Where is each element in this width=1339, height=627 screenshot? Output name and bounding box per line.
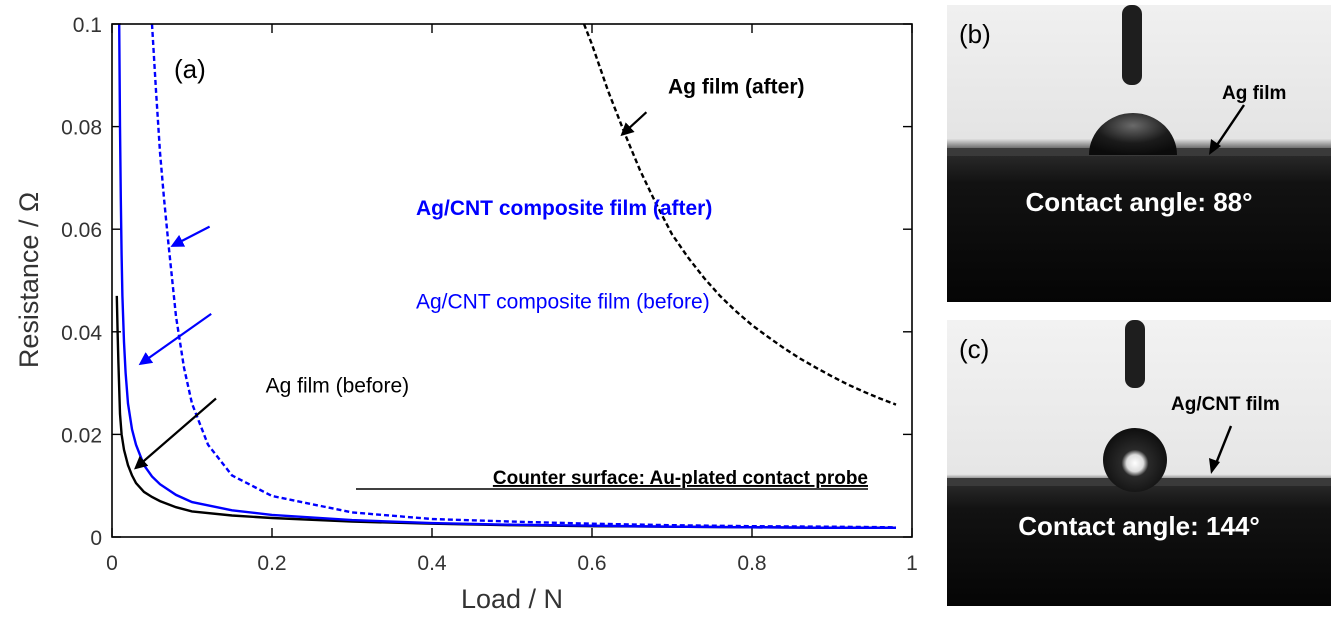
x-axis-label: Load / N <box>461 584 563 614</box>
series-callout-label-0: Ag film (after) <box>668 75 805 98</box>
photo-panel-c: (c) Ag/CNT film Contact angle: 144° <box>947 320 1331 606</box>
droplet-image-ag <box>947 5 1331 302</box>
y-tick-label: 0.08 <box>61 117 102 140</box>
x-tick-label: 1 <box>906 552 918 575</box>
panel-label-a: (a) <box>174 54 206 84</box>
y-tick-label: 0.06 <box>61 219 102 242</box>
y-axis-label: Resistance / Ω <box>14 192 44 368</box>
y-tick-label: 0.02 <box>61 424 102 447</box>
series-callout-label-1: Ag/CNT composite film (after) <box>416 197 712 220</box>
needle-b <box>1122 5 1142 85</box>
series-callout-label-3: Ag film (before) <box>266 374 410 397</box>
x-tick-label: 0 <box>106 552 118 575</box>
film-label-agcnt: Ag/CNT film <box>1171 394 1280 415</box>
y-tick-label: 0.1 <box>73 14 102 37</box>
series-line-0 <box>115 295 896 529</box>
droplet-b <box>1089 113 1177 155</box>
contact-angle-agcnt: Contact angle: 144° <box>1018 511 1260 541</box>
series-callout-arrow-3 <box>134 397 217 470</box>
series-line-1 <box>118 24 896 529</box>
panel-label-c: (c) <box>959 334 990 364</box>
droplet-c <box>1103 428 1167 492</box>
series-callout-label-2: Ag/CNT composite film (before) <box>416 291 710 314</box>
film-label-ag: Ag film <box>1222 83 1287 104</box>
needle-c <box>1125 320 1145 388</box>
series-callout-arrow-1 <box>170 225 211 247</box>
y-tick-label: 0.04 <box>61 322 102 345</box>
x-tick-label: 0.6 <box>577 552 606 575</box>
y-tick-label: 0 <box>90 527 102 550</box>
resistance-load-chart: 0 0.2 0.4 0.6 0.8 1 0 0.02 0.04 0.06 0.08 0.1 Ag fi… <box>14 14 918 614</box>
droplet-image-agcnt <box>947 320 1331 606</box>
x-tick-label: 0.2 <box>257 552 286 575</box>
series-callout-arrow-2 <box>138 312 212 366</box>
series-line-2 <box>150 24 897 529</box>
series-callout-arrow-0 <box>620 111 648 137</box>
x-tick-label: 0.8 <box>737 552 766 575</box>
x-tick-label: 0.4 <box>417 552 447 575</box>
contact-angle-ag: Contact angle: 88° <box>1025 187 1253 217</box>
panel-label-b: (b) <box>959 19 991 49</box>
series-line-3 <box>582 24 897 406</box>
plot-frame <box>111 23 913 538</box>
counter-surface-annotation: Counter surface: Au-plated contact probe <box>493 468 868 489</box>
photo-panel-b: (b) Ag film Contact angle: 88° <box>947 5 1331 302</box>
